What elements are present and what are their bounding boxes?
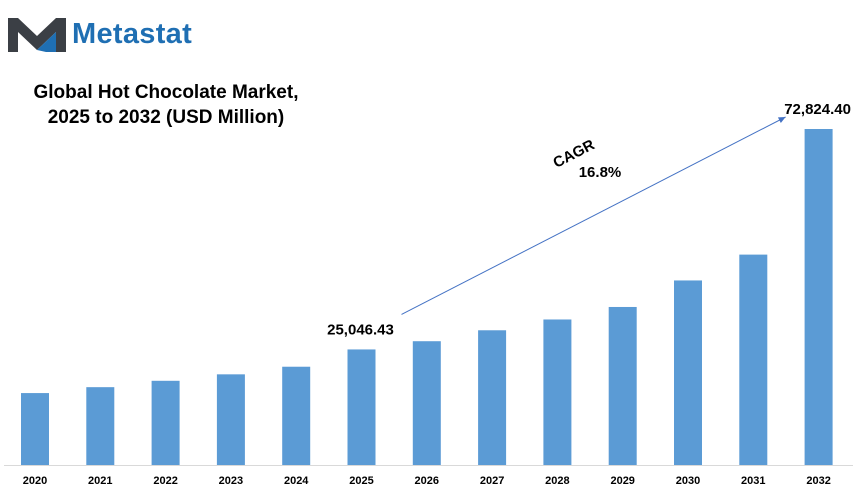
bar-2031 bbox=[739, 254, 768, 465]
bar-2032 bbox=[804, 129, 833, 465]
x-tick-label-2023: 2023 bbox=[219, 475, 243, 487]
bar-2027 bbox=[478, 330, 507, 465]
bar-2021 bbox=[86, 387, 115, 465]
bar-2028 bbox=[543, 319, 572, 465]
bar-2025 bbox=[347, 349, 376, 465]
x-tick-label-2030: 2030 bbox=[676, 475, 700, 487]
x-tick-label-2028: 2028 bbox=[545, 475, 569, 487]
cagr-value: 16.8% bbox=[579, 164, 622, 181]
x-tick-label-2025: 2025 bbox=[349, 475, 373, 487]
data-label-2025: 25,046.43 bbox=[327, 321, 394, 338]
x-tick-label-2029: 2029 bbox=[610, 475, 634, 487]
data-label-2032: 72,824.40 bbox=[784, 101, 851, 118]
x-tick-label-2021: 2021 bbox=[88, 475, 112, 487]
bar-2023 bbox=[216, 374, 245, 465]
bar-2024 bbox=[282, 366, 311, 465]
brand-name: Metastat bbox=[72, 17, 193, 50]
x-tick-label-2024: 2024 bbox=[284, 475, 309, 487]
bar-2029 bbox=[608, 306, 637, 465]
bar-2022 bbox=[151, 380, 180, 465]
x-tick-label-2027: 2027 bbox=[480, 475, 504, 487]
chart-title-line-2: 2025 to 2032 (USD Million) bbox=[47, 107, 285, 128]
chart-title-line-1: Global Hot Chocolate Market, bbox=[33, 82, 299, 103]
chart-title: Global Hot Chocolate Market, 2025 to 203… bbox=[10, 80, 322, 130]
bar-2030 bbox=[674, 280, 702, 465]
x-tick-label-2026: 2026 bbox=[415, 475, 439, 487]
x-tick-label-2032: 2032 bbox=[806, 475, 830, 487]
metastat-logo: Metastat bbox=[8, 14, 192, 54]
x-tick-label-2022: 2022 bbox=[153, 475, 177, 487]
cagr-arrow-line bbox=[401, 116, 786, 315]
x-tick-label-2031: 2031 bbox=[741, 475, 765, 487]
x-tick-label-2020: 2020 bbox=[23, 475, 47, 487]
metastat-m-logo-icon bbox=[8, 18, 66, 52]
bar-2026 bbox=[412, 341, 441, 465]
cagr-arrow-head bbox=[777, 117, 786, 124]
bar-2020 bbox=[21, 393, 49, 465]
